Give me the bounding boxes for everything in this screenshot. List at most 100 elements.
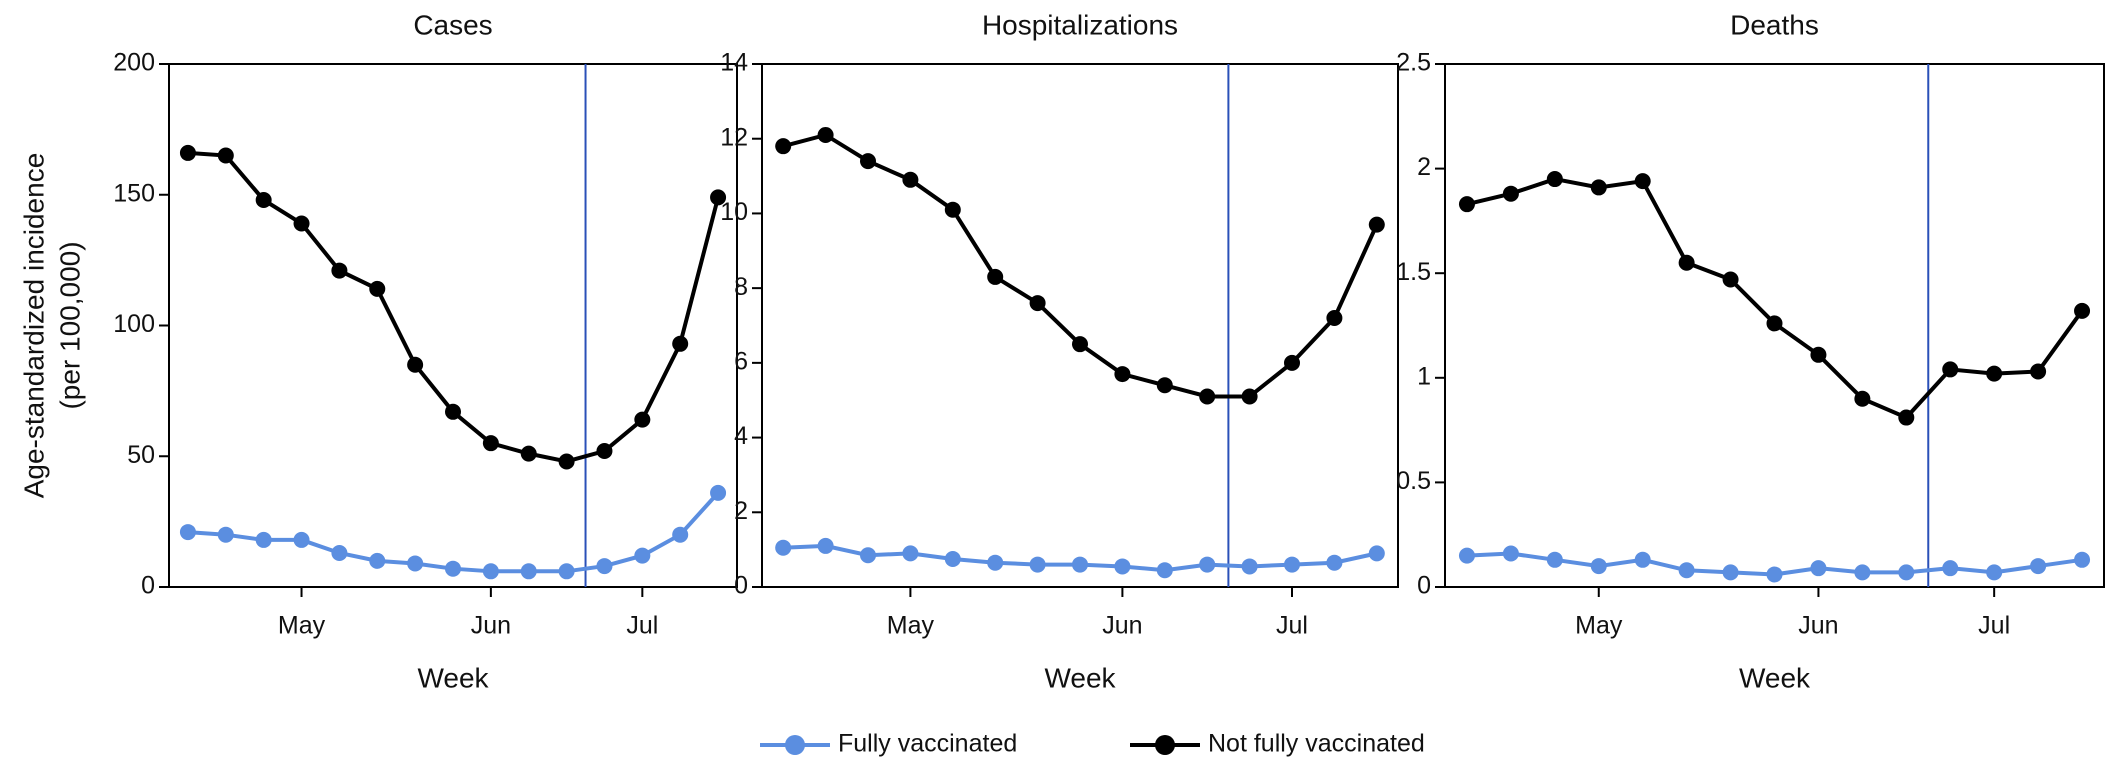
- data-point: [558, 563, 575, 580]
- data-point: [255, 531, 272, 548]
- data-point: [1898, 564, 1915, 581]
- data-point: [1199, 388, 1216, 405]
- data-point: [634, 547, 651, 564]
- x-tick-label: Jun: [1798, 612, 1838, 640]
- data-point: [1241, 388, 1258, 405]
- data-point: [710, 189, 727, 206]
- data-point: [944, 201, 961, 218]
- data-point: [520, 563, 537, 580]
- data-point: [369, 552, 386, 569]
- x-axis-label: Week: [1044, 662, 1116, 693]
- y-tick-label: 150: [113, 179, 155, 207]
- data-point: [179, 144, 196, 161]
- data-point: [1678, 254, 1695, 271]
- x-tick-label: May: [887, 612, 935, 640]
- data-point: [987, 268, 1004, 285]
- data-point: [1241, 558, 1258, 575]
- chart-title: Deaths: [1730, 9, 1819, 40]
- data-point: [1368, 545, 1385, 562]
- data-point: [1766, 315, 1783, 332]
- data-point: [1029, 556, 1046, 573]
- data-point: [1810, 346, 1827, 363]
- chart-title: Cases: [413, 9, 492, 40]
- data-point: [407, 356, 424, 373]
- y-tick-label: 12: [720, 123, 748, 151]
- data-point: [1072, 556, 1088, 573]
- x-axis-label: Week: [1739, 662, 1811, 693]
- data-point: [1502, 545, 1519, 562]
- y-axis-label: (per 100,000): [54, 241, 85, 409]
- y-tick-label: 0.5: [1396, 467, 1431, 495]
- data-point: [1156, 562, 1173, 579]
- legend-marker: [1155, 735, 1175, 755]
- data-point: [1072, 336, 1088, 353]
- y-tick-label: 100: [113, 310, 155, 338]
- data-point: [445, 560, 461, 577]
- data-point: [1458, 547, 1475, 564]
- data-point: [596, 443, 613, 460]
- data-point: [2030, 558, 2047, 575]
- data-point: [1546, 171, 1563, 188]
- data-point: [2074, 551, 2091, 568]
- series-line: [1466, 176, 2084, 420]
- data-point: [817, 126, 834, 143]
- data-point: [775, 539, 792, 556]
- legend-label: Not fully vaccinated: [1208, 730, 1425, 758]
- data-point: [1722, 564, 1739, 581]
- x-tick-label: Jul: [1978, 612, 2010, 640]
- data-point: [1502, 185, 1519, 202]
- data-point: [2030, 363, 2047, 380]
- data-point: [1766, 566, 1783, 583]
- data-point: [944, 550, 961, 567]
- y-tick-label: 10: [720, 198, 748, 226]
- data-point: [902, 545, 919, 562]
- y-tick-label: 0: [141, 572, 155, 600]
- data-point: [1986, 365, 2003, 382]
- x-tick-label: May: [1575, 612, 1623, 640]
- data-point: [1898, 409, 1915, 426]
- data-point: [369, 280, 386, 297]
- y-tick-label: 200: [113, 49, 155, 77]
- y-tick-label: 6: [734, 347, 748, 375]
- data-point: [1854, 564, 1871, 581]
- data-point: [217, 526, 234, 543]
- data-point: [1458, 196, 1475, 213]
- data-point: [817, 537, 834, 554]
- y-tick-label: 2.5: [1396, 49, 1431, 77]
- data-point: [520, 445, 537, 462]
- data-point: [331, 262, 348, 279]
- data-point: [987, 554, 1004, 571]
- data-point: [672, 335, 689, 352]
- y-tick-label: 0: [734, 572, 748, 600]
- data-point: [1942, 560, 1959, 577]
- data-point: [902, 171, 919, 188]
- data-point: [1029, 295, 1046, 312]
- data-point: [1810, 560, 1827, 577]
- data-point: [1114, 558, 1131, 575]
- data-point: [1590, 179, 1607, 196]
- data-point: [1546, 551, 1563, 568]
- data-point: [596, 558, 613, 575]
- y-tick-label: 1: [1417, 362, 1431, 390]
- data-point: [1634, 173, 1651, 190]
- x-tick-label: Jun: [1102, 612, 1142, 640]
- x-tick-label: Jun: [471, 612, 511, 640]
- y-tick-label: 0: [1417, 572, 1431, 600]
- data-point: [2074, 302, 2091, 319]
- data-point: [293, 215, 310, 232]
- data-point: [672, 526, 689, 543]
- data-point: [1634, 551, 1651, 568]
- data-point: [1156, 377, 1173, 394]
- y-tick-label: 8: [734, 273, 748, 301]
- data-point: [1284, 354, 1300, 371]
- data-point: [1199, 556, 1216, 573]
- data-point: [860, 547, 876, 564]
- x-tick-label: May: [278, 612, 326, 640]
- y-tick-label: 2: [734, 497, 748, 525]
- data-point: [1722, 271, 1739, 288]
- data-point: [255, 191, 272, 208]
- data-point: [407, 555, 424, 572]
- y-tick-label: 50: [127, 441, 155, 469]
- data-point: [331, 545, 348, 562]
- data-point: [1326, 554, 1343, 571]
